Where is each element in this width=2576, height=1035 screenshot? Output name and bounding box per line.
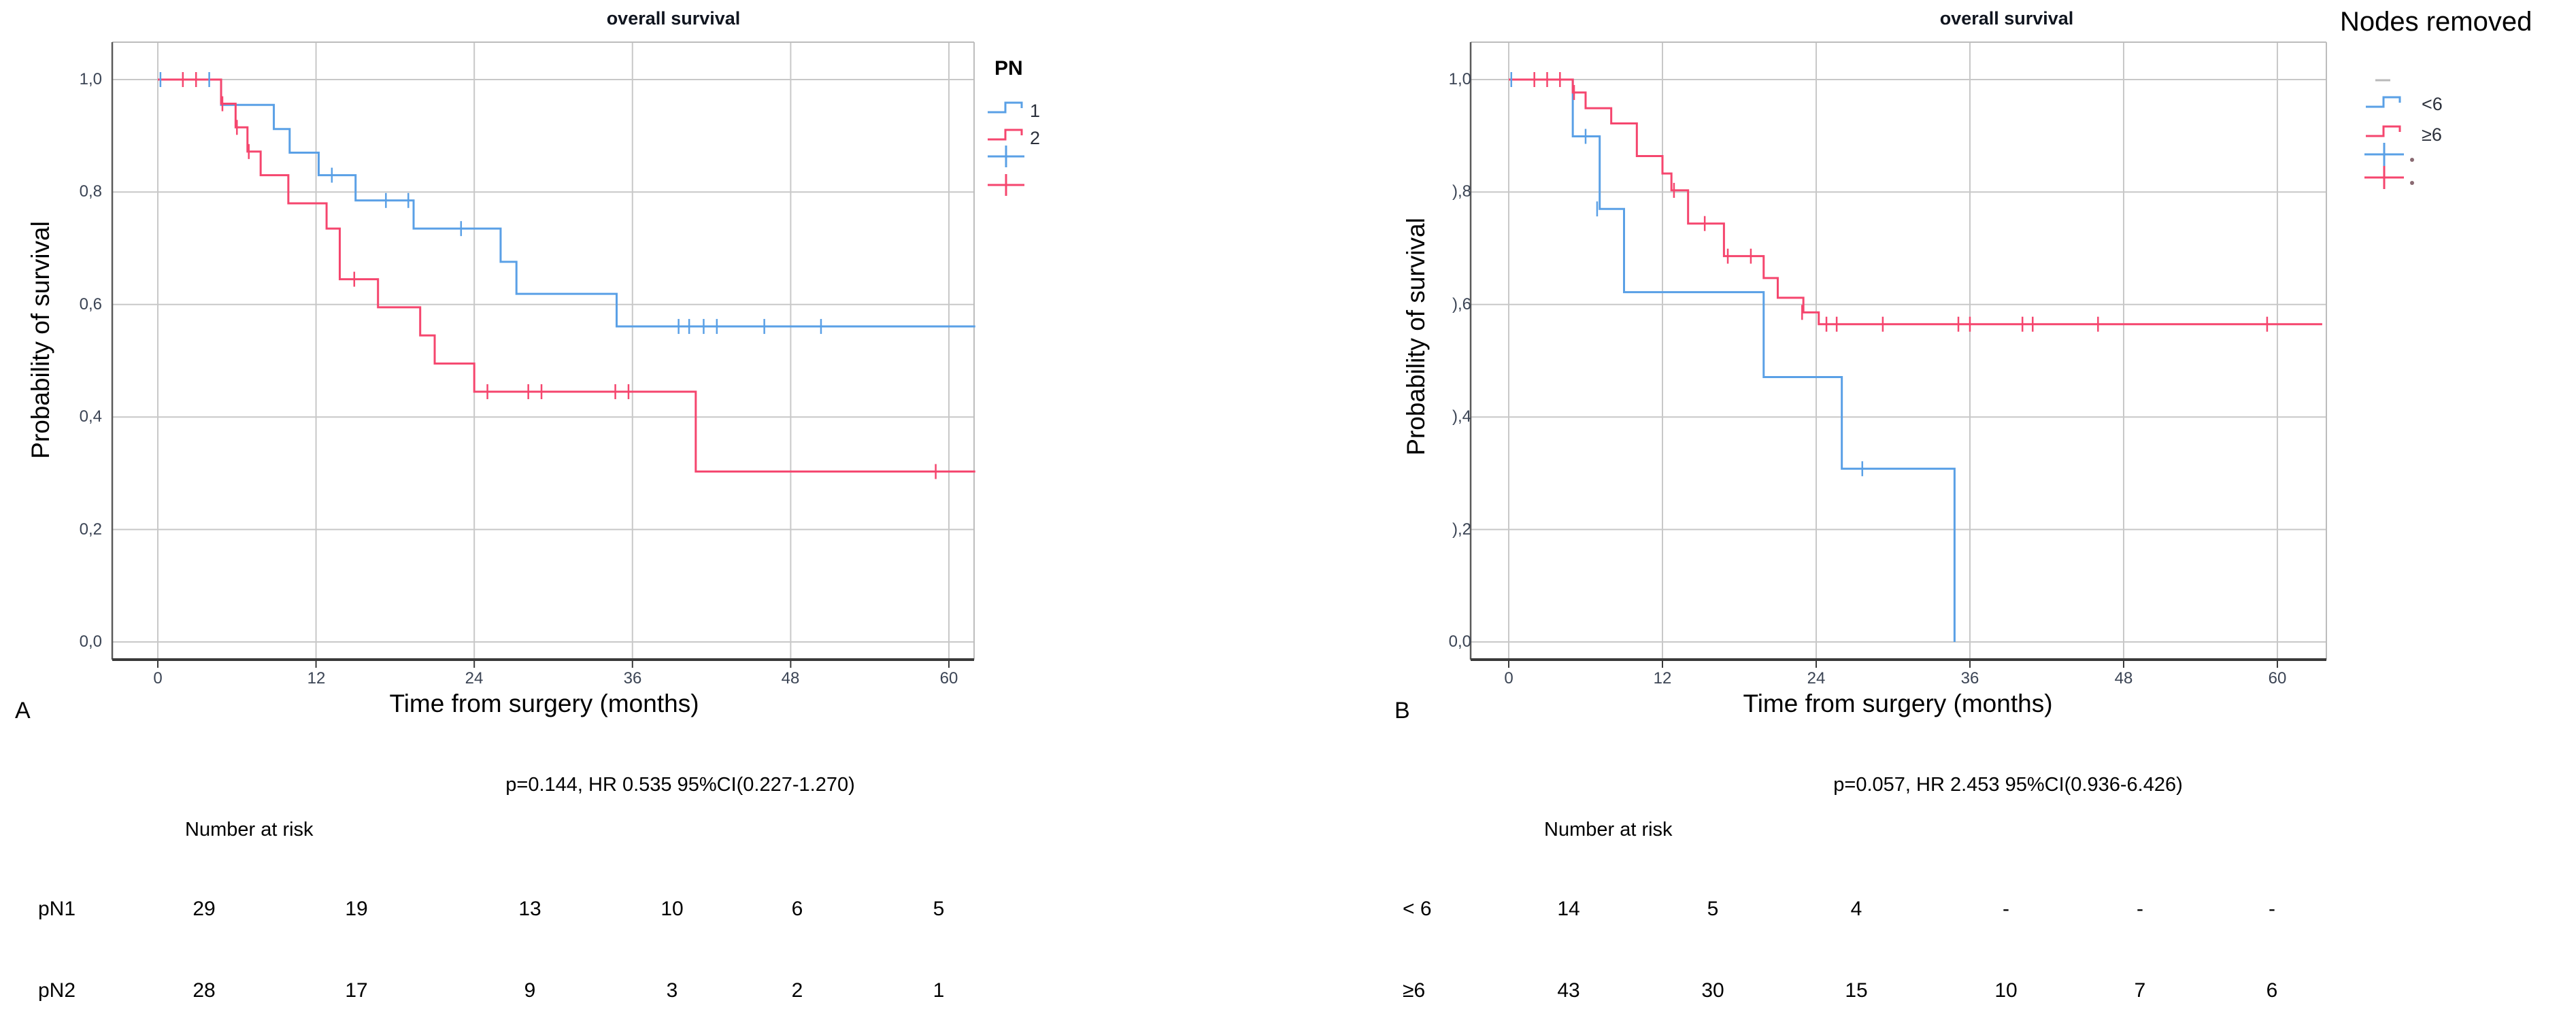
risk-value: 10 <box>660 898 684 920</box>
panel-a-risk-row-label: pN1 <box>38 898 76 920</box>
risk-value: 30 <box>1701 979 1724 1002</box>
panel-b-x-tick: 12 <box>1653 669 1672 688</box>
legend-step-line-icon <box>2366 96 2401 108</box>
legend-step-line-icon <box>988 129 1023 141</box>
panel-b-x-tick: 60 <box>2268 669 2287 688</box>
panel-a-risk-row-label: pN2 <box>38 979 76 1002</box>
legend-dot-mark <box>2410 158 2414 162</box>
panel-b-legend-label-lt6: <6 <box>2422 94 2443 114</box>
risk-value: 6 <box>791 898 803 920</box>
km-curve-group2 <box>1509 78 2322 326</box>
panel-a-y-tick: 0,2 <box>79 520 102 539</box>
panel-b-risk-row-label: < 6 <box>1403 898 1432 920</box>
risk-value: - <box>2003 898 2009 920</box>
legend-step-line-icon <box>988 101 1023 114</box>
panel-b-x-tick: 0 <box>1504 669 1513 688</box>
risk-value: 17 <box>345 979 368 1002</box>
risk-value: 29 <box>193 898 216 920</box>
panel-a-x-tick: 36 <box>623 669 642 688</box>
panel-b-legend-label-ge6: ≥6 <box>2422 124 2442 145</box>
risk-value: - <box>2269 898 2275 920</box>
panel-a-stats-text: p=0.144, HR 0.535 95%CI(0.227-1.270) <box>505 774 855 796</box>
panel-a-risk-table-header: Number at risk <box>185 819 314 841</box>
risk-value: - <box>2137 898 2143 920</box>
risk-value: 4 <box>1850 898 1862 920</box>
panel-a-legend-title: PN <box>994 57 1023 80</box>
panel-b-stats-text: p=0.057, HR 2.453 95%CI(0.936-6.426) <box>1833 774 2183 796</box>
panel-b-y-tick: ),8 <box>1452 182 1471 201</box>
risk-value: 6 <box>2266 979 2278 1002</box>
panel-b-letter: B <box>1394 698 1410 724</box>
panel-b-y-tick: 0,0 <box>1448 632 1471 651</box>
panel-a-x-tick: 48 <box>781 669 800 688</box>
panel-a-x-tick: 12 <box>307 669 326 688</box>
panel-b-x-tick: 48 <box>2114 669 2133 688</box>
panel-a-legend-label-2: 2 <box>1030 128 1041 148</box>
panel-a-x-tick: 60 <box>939 669 958 688</box>
risk-value: 2 <box>791 979 803 1002</box>
panel-a-y-tick: 0,0 <box>79 632 102 651</box>
panel-b-title: overall survival <box>1939 8 2074 29</box>
risk-value: 43 <box>1557 979 1580 1002</box>
panel-a-x-axis-title: Time from surgery (months) <box>389 690 699 717</box>
risk-value: 5 <box>1707 898 1719 920</box>
panel-b-x-tick: 36 <box>1960 669 1979 688</box>
km-curve-group1 <box>158 78 975 328</box>
km-curve-group1 <box>1509 78 1956 642</box>
panel-a-letter: A <box>15 698 31 724</box>
panel-a-y-tick: 1,0 <box>79 70 102 88</box>
risk-value: 1 <box>933 979 945 1002</box>
risk-value: 5 <box>933 898 945 920</box>
risk-value: 13 <box>518 898 541 920</box>
panel-b-x-axis-title: Time from surgery (months) <box>1743 690 2053 717</box>
panel-b-y-tick: ),2 <box>1452 520 1471 539</box>
panel-b-legend-title: Nodes removed <box>2340 7 2532 37</box>
panel-a-legend-label-1: 1 <box>1030 101 1041 121</box>
panel-b-risk-table-header: Number at risk <box>1544 819 1673 841</box>
panel-a-x-tick: 0 <box>153 669 163 688</box>
risk-value: 9 <box>524 979 536 1002</box>
panel-b-y-tick: ),6 <box>1452 295 1471 313</box>
risk-value: 19 <box>345 898 368 920</box>
panel-b-x-tick: 24 <box>1807 669 1826 688</box>
panel-a-y-tick: 0,4 <box>79 407 102 426</box>
risk-value: 15 <box>1845 979 1868 1002</box>
panel-a-x-tick: 24 <box>465 669 484 688</box>
risk-value: 10 <box>1994 979 2018 1002</box>
panel-a-title: overall survival <box>606 8 741 29</box>
risk-value: 7 <box>2134 979 2146 1002</box>
panel-a-y-tick: 0,6 <box>79 295 102 313</box>
legend-step-line-icon <box>2366 125 2401 137</box>
km-curve-group2 <box>158 78 975 473</box>
panel-a-y-tick: 0,8 <box>79 182 102 201</box>
panel-b-y-tick: ),4 <box>1452 407 1471 426</box>
panel-b-y-tick: 1,0 <box>1448 70 1471 88</box>
risk-value: 14 <box>1557 898 1580 920</box>
panel-b-risk-row-label: ≥6 <box>1403 979 1426 1002</box>
risk-value: 28 <box>193 979 216 1002</box>
legend-dot-mark <box>2410 181 2414 185</box>
risk-value: 3 <box>666 979 678 1002</box>
